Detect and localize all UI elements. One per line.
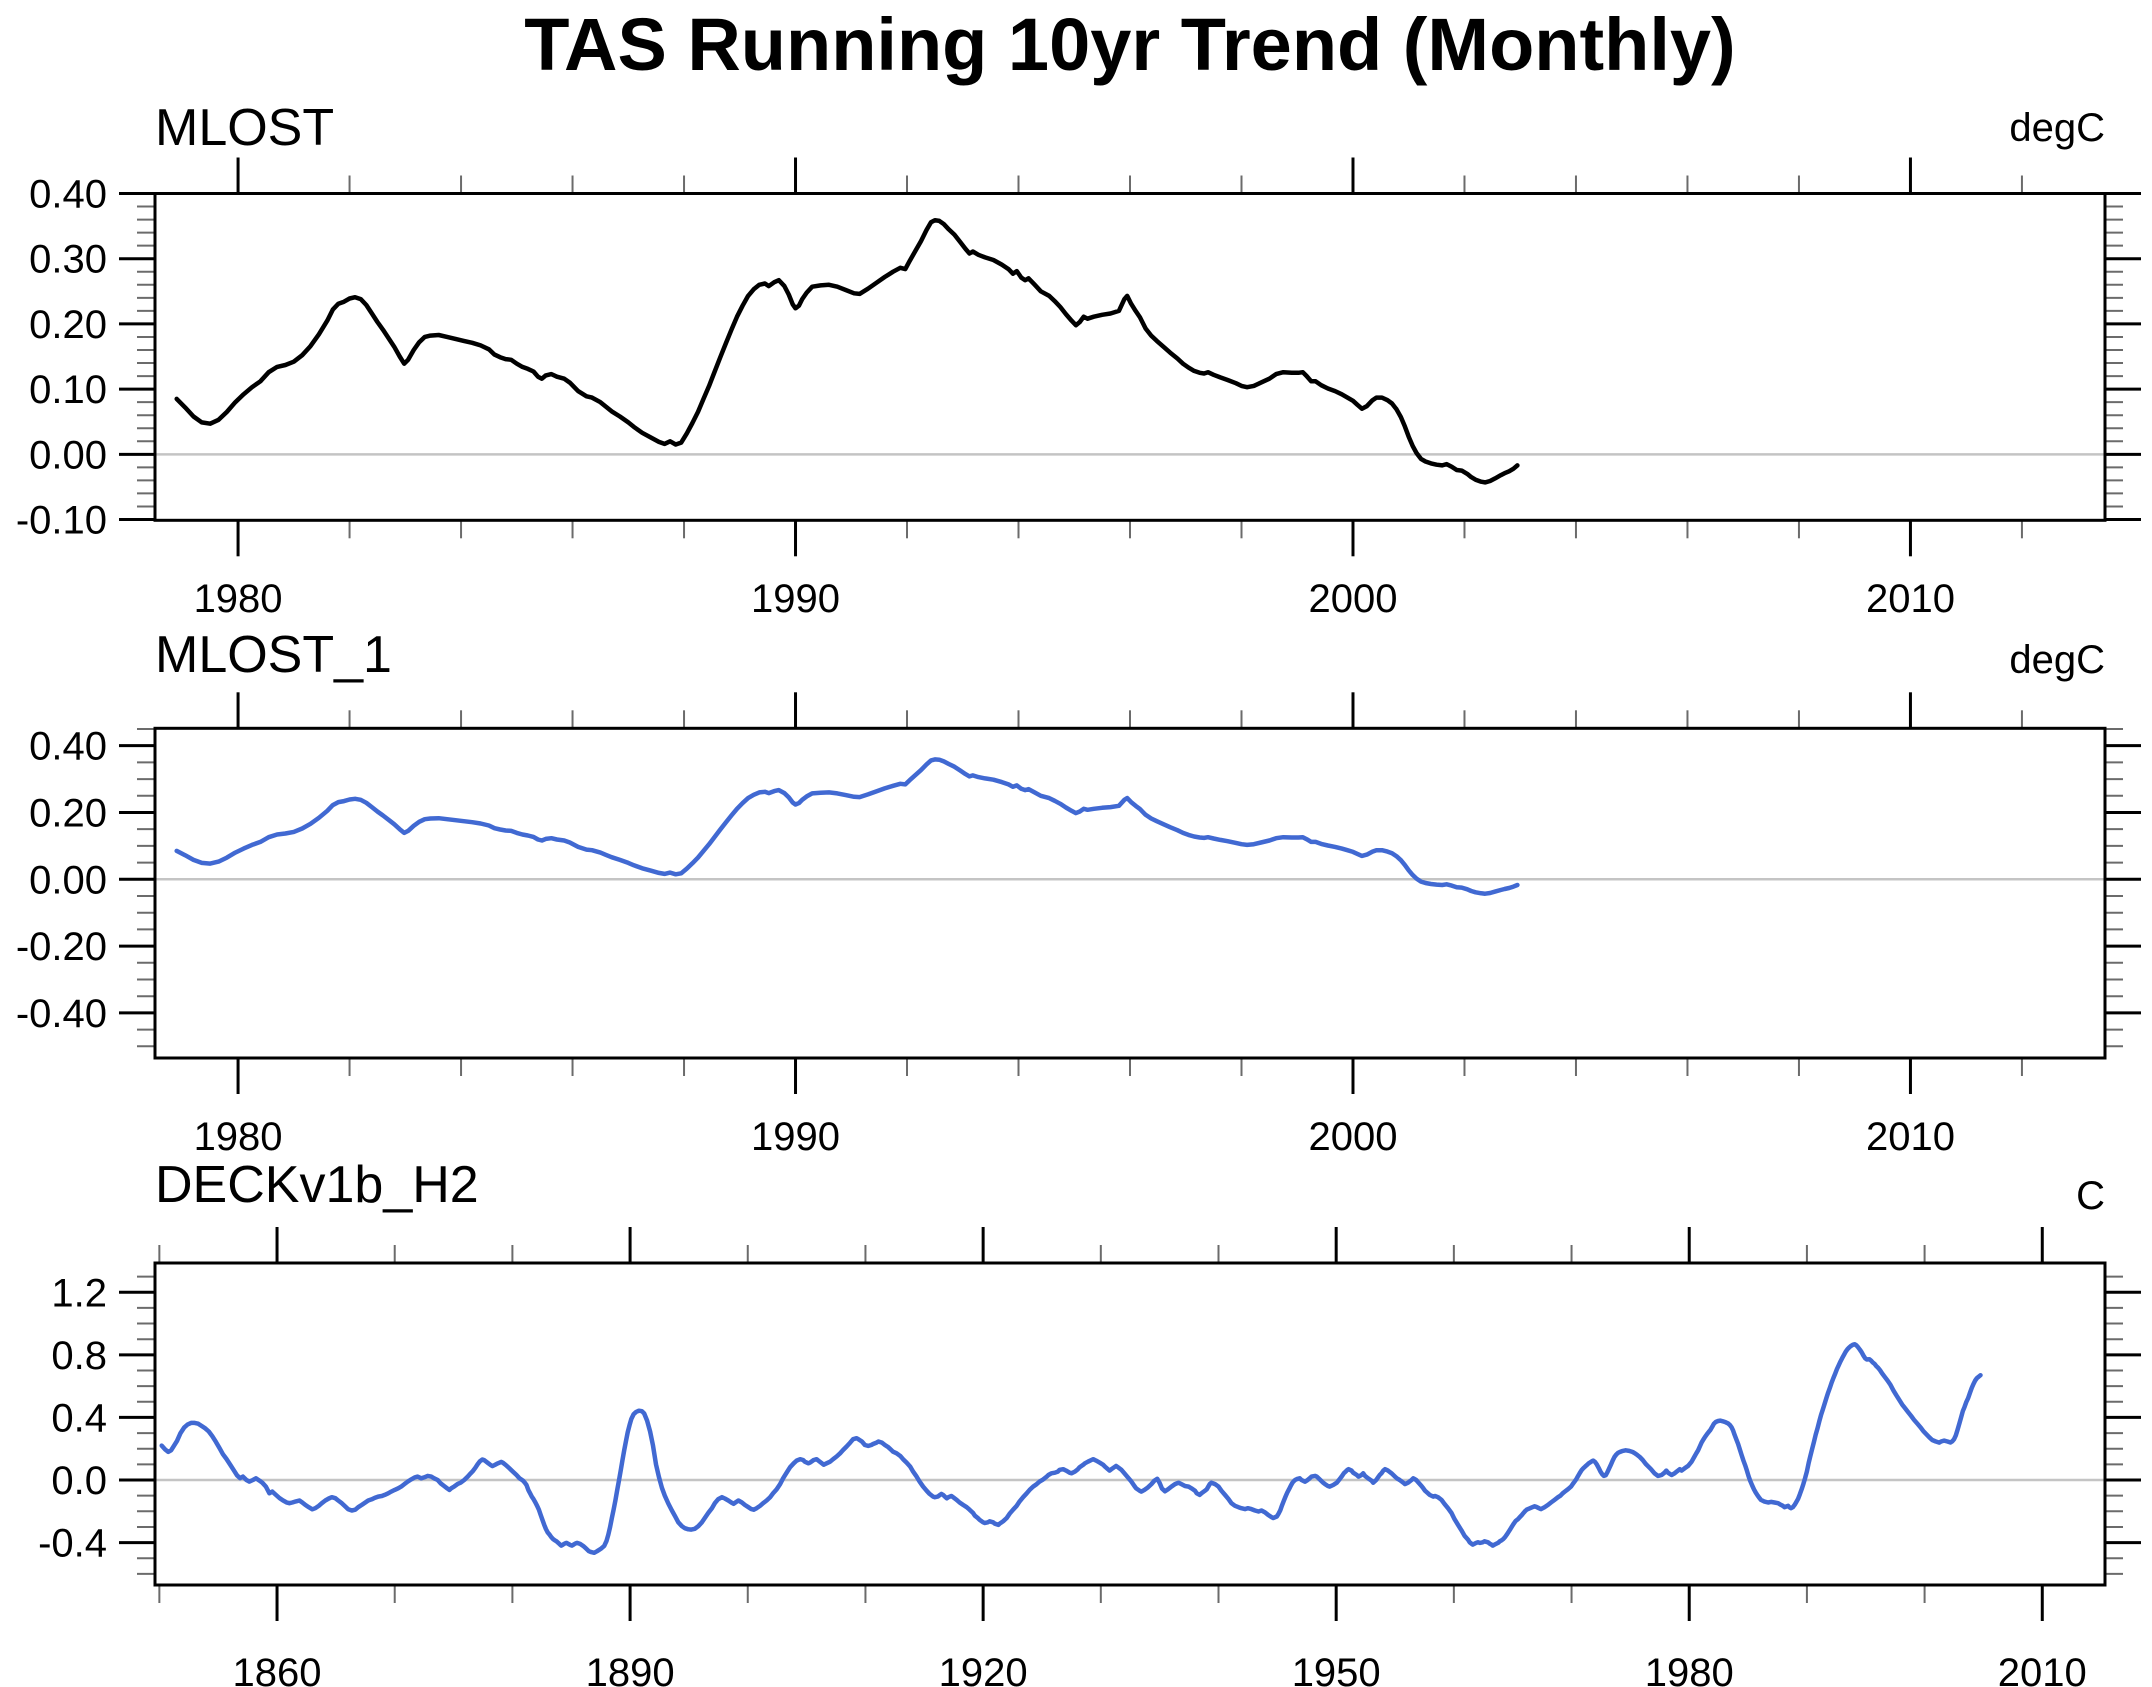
tick-labels: 1.2 0.8 0.4 0.0 -0.4 1860 1890 1920 1950 1980 2010 — [38, 1271, 2087, 1687]
y-tick-label: -0.4 — [38, 1522, 107, 1566]
panel-2: 0.40 0.20 0.00 -0.20 -0.40 1980 1990 2000 2010 — [16, 692, 2141, 1159]
tick-labels: 0.40 0.30 0.20 0.10 0.00 -0.10 1980 1990 2000 201… — [16, 173, 1955, 622]
y-tick-label: 0.40 — [29, 725, 107, 769]
y-tick-label: 0.20 — [29, 791, 107, 835]
axis-ticks — [119, 157, 2141, 557]
x-tick-label: 2010 — [1998, 1651, 2087, 1687]
y-tick-label: 0.0 — [51, 1459, 107, 1503]
panel-3: 1.2 0.8 0.4 0.0 -0.4 1860 1890 1920 1950 1980 2010 — [38, 1227, 2141, 1687]
x-tick-label: 1860 — [233, 1651, 322, 1687]
series-line-deckv1b_h2 — [159, 1341, 1983, 1556]
panel-2-title: MLOST_1 — [155, 626, 392, 684]
y-tick-label: 0.20 — [29, 303, 107, 347]
x-tick-label: 1980 — [194, 577, 283, 621]
y-tick-label: 0.10 — [29, 368, 107, 412]
y-tick-label: 0.8 — [51, 1334, 107, 1378]
y-tick-label: -0.40 — [16, 992, 107, 1036]
x-tick-label: 1920 — [939, 1651, 1028, 1687]
panel-1-unit-label: degC — [2009, 106, 2105, 150]
x-tick-label: 1990 — [751, 1115, 840, 1159]
panel-frame — [153, 726, 2107, 1060]
x-tick-label: 1990 — [751, 577, 840, 621]
x-tick-label: 2010 — [1866, 577, 1955, 621]
x-tick-label: 1950 — [1292, 1651, 1381, 1687]
x-tick-label: 2000 — [1308, 1115, 1397, 1159]
series-line-mlost_1 — [174, 757, 1520, 896]
x-tick-label: 2010 — [1866, 1115, 1955, 1159]
panel-2-unit-label: degC — [2009, 638, 2105, 682]
figure-title: TAS Running 10yr Trend (Monthly) — [524, 3, 1736, 86]
panel-3-unit-label: C — [2076, 1174, 2105, 1218]
panel-1-title: MLOST — [155, 99, 335, 157]
series-line-mlost — [174, 217, 1520, 485]
axis-ticks — [119, 692, 2141, 1094]
x-tick-label: 1890 — [586, 1651, 675, 1687]
tick-labels: 0.40 0.20 0.00 -0.20 -0.40 1980 1990 2000 2010 — [16, 725, 1955, 1159]
panel-3-title: DECKv1b_H2 — [155, 1156, 479, 1214]
panel-1: 0.40 0.30 0.20 0.10 0.00 -0.10 1980 1990 2000 201… — [16, 157, 2141, 622]
y-tick-label: 0.00 — [29, 858, 107, 902]
y-tick-label: 0.40 — [29, 173, 107, 217]
y-tick-label: 1.2 — [51, 1271, 107, 1315]
axis-ticks — [119, 1227, 2141, 1621]
x-tick-label: 1980 — [194, 1115, 283, 1159]
panel-frame — [153, 1261, 2107, 1587]
panel-frame — [153, 192, 2107, 522]
y-tick-label: -0.20 — [16, 925, 107, 969]
y-tick-label: 0.4 — [51, 1396, 107, 1440]
y-tick-label: 0.30 — [29, 238, 107, 282]
x-tick-label: 2000 — [1308, 577, 1397, 621]
y-tick-label: 0.00 — [29, 433, 107, 477]
x-tick-label: 1980 — [1645, 1651, 1734, 1687]
y-tick-label: -0.10 — [16, 499, 107, 543]
